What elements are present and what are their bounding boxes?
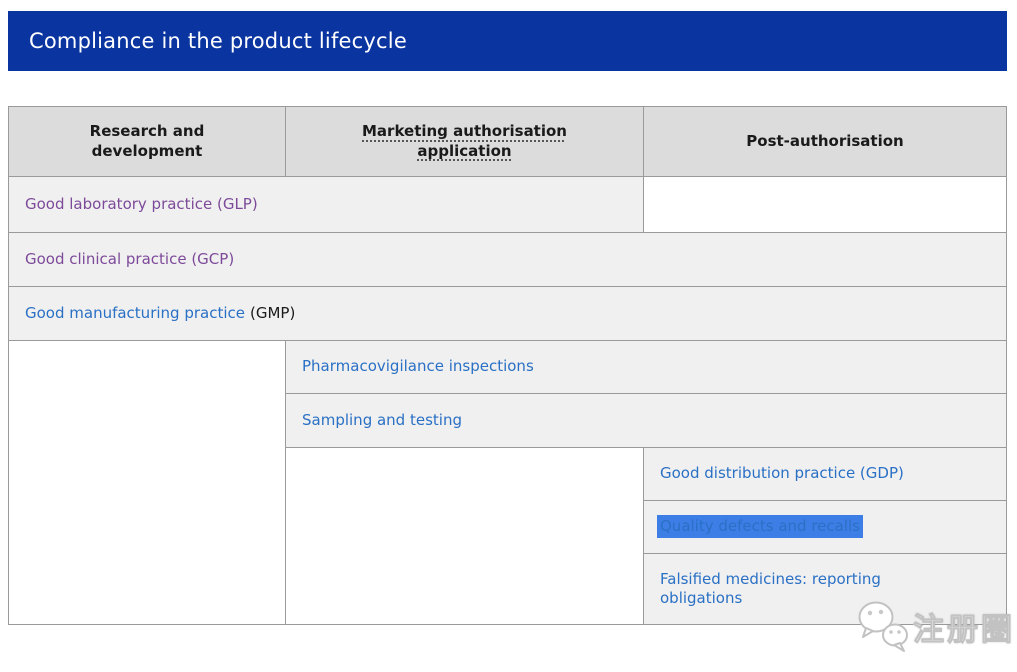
wechat-logo-icon bbox=[858, 601, 908, 652]
table-row-pharmacovigilance: Pharmacovigilance inspections bbox=[8, 340, 1007, 625]
column-header-label: Research and development bbox=[89, 122, 205, 160]
lifecycle-compliance-table: Research and development Marketing autho… bbox=[8, 106, 1007, 625]
column-header-label: Post-authorisation bbox=[746, 131, 904, 150]
watermark-text: 注册圈 bbox=[913, 611, 1015, 648]
column-header-post-authorisation: Post-authorisation bbox=[643, 106, 1007, 177]
column-header-marketing-authorisation: Marketing authorisation application bbox=[285, 106, 644, 177]
link-falsified-medicines-reporting[interactable]: Falsified medicines: reporting obligatio… bbox=[660, 569, 881, 608]
page-header-banner: Compliance in the product lifecycle bbox=[8, 11, 1007, 71]
link-good-distribution-practice[interactable]: Good distribution practice (GDP) bbox=[660, 464, 904, 483]
table-row-glp: Good laboratory practice (GLP) bbox=[8, 176, 1007, 233]
link-good-clinical-practice[interactable]: Good clinical practice (GCP) bbox=[25, 249, 235, 268]
table-row-gcp: Good clinical practice (GCP) bbox=[8, 232, 1007, 287]
link-good-laboratory-practice[interactable]: Good laboratory practice (GLP) bbox=[25, 194, 258, 213]
table-cell-gmp: Good manufacturing practice (GMP) bbox=[8, 286, 1007, 341]
table-cell-glp: Good laboratory practice (GLP) bbox=[8, 176, 644, 233]
link-sampling-and-testing[interactable]: Sampling and testing bbox=[302, 410, 462, 429]
link-pharmacovigilance-inspections[interactable]: Pharmacovigilance inspections bbox=[302, 357, 534, 376]
table-cell-gcp: Good clinical practice (GCP) bbox=[8, 232, 1007, 287]
table-row-quality-defects: Quality defects and recalls bbox=[9, 500, 1007, 554]
table-cell-gdp: Good distribution practice (GDP) bbox=[643, 447, 1007, 501]
table-row-falsified-medicines: Falsified medicines: reporting obligatio… bbox=[9, 553, 1007, 625]
table-row-sampling: Sampling and testing bbox=[9, 393, 1007, 448]
table-cell-falsified-medicines: Falsified medicines: reporting obligatio… bbox=[643, 553, 1007, 625]
page-title: Compliance in the product lifecycle bbox=[29, 29, 407, 53]
table-cell-pharmacovigilance: Pharmacovigilance inspections bbox=[285, 340, 1007, 394]
column-header-research-development: Research and development bbox=[8, 106, 286, 177]
empty-cell bbox=[643, 176, 1007, 233]
empty-cell-marketing-column bbox=[285, 447, 644, 625]
link-quality-defects-and-recalls[interactable]: Quality defects and recalls bbox=[657, 515, 863, 539]
table-cell-quality-defects: Quality defects and recalls bbox=[643, 500, 1007, 554]
table-cell-sampling: Sampling and testing bbox=[285, 393, 1007, 448]
link-good-manufacturing-practice[interactable]: Good manufacturing practice bbox=[25, 303, 245, 322]
watermark: 注册圈 bbox=[854, 597, 1015, 655]
table-row-gmp: Good manufacturing practice (GMP) bbox=[8, 286, 1007, 341]
empty-cell-research-column bbox=[8, 340, 286, 625]
marketing-authorisation-link[interactable]: Marketing authorisation application bbox=[362, 122, 567, 160]
table-header-row: Research and development Marketing autho… bbox=[8, 106, 1007, 177]
gmp-abbreviation-text: (GMP) bbox=[249, 303, 296, 322]
